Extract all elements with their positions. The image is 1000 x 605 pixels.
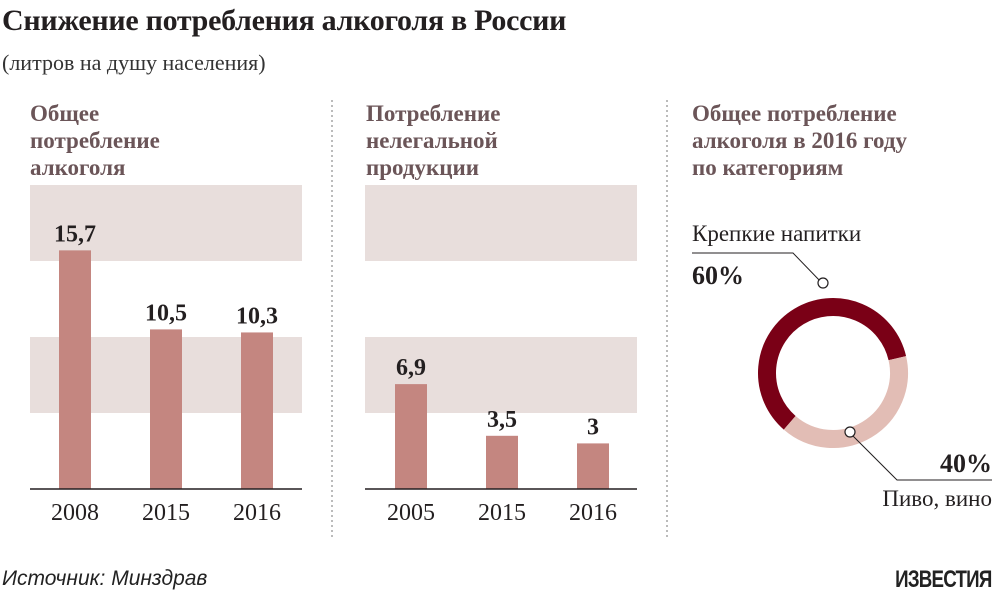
chart-title: Снижение потребления алкоголя в России (2, 4, 567, 37)
izvestia-logo: ИЗВЕСТИЯ (895, 566, 993, 593)
slice-percent: 60% (692, 261, 744, 290)
chart-subtitle: (литров на душу населения) (2, 50, 266, 75)
panel3-title: Общее потребление алкоголя в 2016 году п… (692, 101, 907, 180)
leader-marker (817, 277, 829, 289)
x-tick-label: 2015 (478, 500, 526, 526)
x-tick-label: 2015 (142, 500, 190, 526)
x-tick-label: 2016 (569, 500, 617, 526)
slice-strong-drinks (758, 298, 907, 430)
bar-2015 (486, 435, 518, 489)
data-label: 10,5 (145, 300, 187, 326)
data-label: 3,5 (487, 407, 517, 433)
x-tick-label: 2008 (51, 500, 99, 526)
slice-name: Крепкие напитки (692, 221, 861, 246)
data-label: 10,3 (236, 303, 278, 329)
slice-name: Пиво, вино (882, 486, 992, 511)
x-tick-label: 2005 (387, 500, 435, 526)
bar-2016 (577, 443, 609, 489)
bar-2005 (395, 384, 427, 489)
leader-marker (844, 426, 856, 438)
panel1-title: Общее потребление алкоголя (30, 101, 160, 180)
bar-2015 (150, 329, 182, 489)
bar-2016 (241, 332, 273, 489)
data-label: 6,9 (396, 355, 426, 381)
bar-2008 (59, 250, 91, 489)
slice-beer-wine (783, 356, 908, 448)
source-note: Источник: Минздрав (2, 567, 208, 590)
panel2-title: Потребление нелегальной продукции (366, 101, 501, 180)
leader-line (849, 432, 992, 481)
data-label: 3 (587, 414, 599, 440)
data-label: 15,7 (54, 221, 96, 247)
leader-line (692, 252, 823, 284)
band (30, 185, 302, 261)
x-tick-label: 2016 (233, 500, 281, 526)
slice-percent: 40% (940, 449, 992, 478)
band (365, 185, 637, 261)
